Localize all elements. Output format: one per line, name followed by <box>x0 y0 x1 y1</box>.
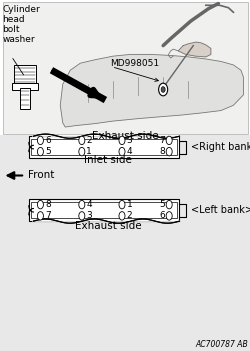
Circle shape <box>160 87 164 92</box>
Bar <box>12 83 38 90</box>
Text: 1: 1 <box>126 200 132 209</box>
Circle shape <box>166 212 172 220</box>
Circle shape <box>158 83 167 96</box>
Text: bolt: bolt <box>2 25 20 34</box>
Text: washer: washer <box>2 35 35 44</box>
Text: 6: 6 <box>45 136 51 145</box>
Circle shape <box>37 200 43 209</box>
Bar <box>14 65 36 84</box>
Text: MD998051: MD998051 <box>110 59 159 68</box>
Circle shape <box>78 200 84 209</box>
Circle shape <box>166 200 172 209</box>
Text: Inlet side: Inlet side <box>84 155 131 165</box>
Text: 4: 4 <box>86 200 92 209</box>
Text: <Right bank>: <Right bank> <box>190 142 250 152</box>
Polygon shape <box>60 54 242 127</box>
Text: 5: 5 <box>45 147 51 156</box>
Circle shape <box>118 200 124 209</box>
Circle shape <box>78 147 84 156</box>
Text: 7: 7 <box>158 136 164 145</box>
Polygon shape <box>178 42 210 57</box>
Circle shape <box>118 147 124 156</box>
Text: AC700787 AB: AC700787 AB <box>195 340 248 349</box>
Text: 8: 8 <box>158 147 164 156</box>
Text: 6: 6 <box>158 211 164 220</box>
Text: 8: 8 <box>45 200 51 209</box>
Circle shape <box>37 147 43 156</box>
Text: Cylinder: Cylinder <box>2 5 40 14</box>
Text: 4: 4 <box>126 147 132 156</box>
Circle shape <box>78 136 84 145</box>
Bar <box>20 88 30 109</box>
Text: 3: 3 <box>126 136 132 145</box>
Circle shape <box>37 212 43 220</box>
Circle shape <box>78 212 84 220</box>
Text: 5: 5 <box>158 200 164 209</box>
Bar <box>2 2 248 134</box>
Text: <Left bank>: <Left bank> <box>190 205 250 215</box>
Circle shape <box>118 212 124 220</box>
Text: Exhaust side: Exhaust side <box>92 131 158 141</box>
Text: 1: 1 <box>86 147 92 156</box>
Text: Exhaust side: Exhaust side <box>74 221 141 231</box>
Text: head: head <box>2 15 25 24</box>
Circle shape <box>37 136 43 145</box>
Text: 3: 3 <box>86 211 92 220</box>
Circle shape <box>118 136 124 145</box>
FancyBboxPatch shape <box>29 199 179 221</box>
Text: 2: 2 <box>126 211 132 220</box>
Circle shape <box>166 147 172 156</box>
Text: Front: Front <box>28 171 54 180</box>
Text: 2: 2 <box>86 136 92 145</box>
Text: 7: 7 <box>45 211 51 220</box>
FancyBboxPatch shape <box>29 136 179 158</box>
Circle shape <box>166 136 172 145</box>
Bar <box>0 0 250 135</box>
